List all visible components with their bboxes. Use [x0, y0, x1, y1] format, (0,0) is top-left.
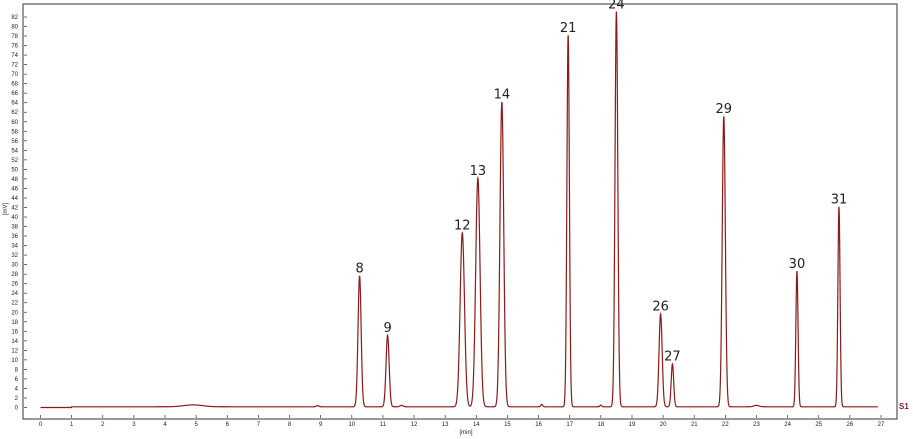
x-tick-label: 23 [753, 422, 760, 428]
y-tick-label: 16 [11, 329, 18, 335]
y-tick-label: 54 [11, 148, 18, 154]
y-tick-label: 40 [11, 215, 18, 221]
peak-label: 14 [494, 88, 511, 103]
y-axis-label: [mV] [3, 203, 9, 216]
x-tick-label: 25 [815, 422, 822, 428]
y-tick-label: 52 [11, 158, 18, 164]
y-tick-label: 58 [11, 129, 18, 135]
x-tick-label: 6 [226, 422, 230, 428]
y-tick-label: 6 [15, 377, 19, 383]
y-tick-label: 50 [11, 167, 18, 173]
y-tick-label: 18 [11, 320, 18, 326]
y-tick-label: 36 [11, 234, 18, 240]
x-tick-label: 12 [411, 422, 418, 428]
y-tick-label: 66 [11, 91, 18, 97]
y-tick-label: 2 [15, 396, 19, 402]
x-tick-label: 11 [380, 422, 387, 428]
y-tick-label: 26 [11, 282, 18, 288]
y-tick-label: 60 [11, 120, 18, 126]
y-tick-label: 62 [11, 110, 18, 116]
x-tick-label: 5 [194, 422, 198, 428]
y-tick-label: 22 [11, 301, 18, 307]
y-tick-label: 80 [11, 25, 18, 31]
peak-label: 9 [383, 321, 391, 336]
x-tick-label: 10 [348, 422, 355, 428]
x-tick-label: 17 [566, 422, 573, 428]
y-tick-label: 64 [11, 101, 18, 107]
y-tick-label: 72 [11, 63, 18, 69]
x-tick-label: 24 [784, 422, 791, 428]
y-tick-label: 12 [11, 348, 18, 354]
series-trace-s1 [40, 11, 878, 409]
x-tick-label: 7 [257, 422, 261, 428]
x-tick-label: 16 [535, 422, 542, 428]
y-tick-label: 76 [11, 44, 18, 50]
x-tick-label: 2 [101, 422, 105, 428]
plot-frame [22, 3, 898, 420]
y-tick-label: 42 [11, 205, 18, 211]
y-tick-label: 38 [11, 225, 18, 231]
x-tick-label: 18 [597, 422, 604, 428]
peak-label: 13 [470, 164, 487, 179]
x-tick-label: 9 [319, 422, 323, 428]
x-tick-label: 14 [473, 422, 480, 428]
x-tick-label: 26 [847, 422, 854, 428]
y-tick-label: 46 [11, 186, 18, 192]
series-label-s1: S1 [899, 402, 909, 411]
x-tick-label: 4 [163, 422, 167, 428]
y-tick-label: 32 [11, 253, 18, 259]
y-tick-label: 30 [11, 263, 18, 269]
y-tick-label: 78 [11, 34, 18, 40]
y-tick-label: 70 [11, 72, 18, 78]
peak-label: 29 [716, 102, 733, 117]
x-tick-label: 27 [878, 422, 885, 428]
y-tick-label: 24 [11, 291, 18, 297]
x-tick-label: 13 [442, 422, 449, 428]
x-axis-ticks: 0 1 2 3 4 5 6 7 8 9 10 11 12 13 14 15 16 17 18 19 20 21 22 23 24… [39, 415, 885, 428]
peak-label: 12 [454, 219, 471, 234]
y-tick-label: 56 [11, 139, 18, 145]
y-tick-label: 20 [11, 310, 18, 316]
x-tick-label: 1 [70, 422, 74, 428]
peak-label: 26 [652, 300, 669, 315]
y-tick-label: 44 [11, 196, 18, 202]
x-tick-label: 21 [691, 422, 698, 428]
x-tick-label: 19 [629, 422, 636, 428]
peak-labels: 8 9 12 13 14 21 24 26 27 29 30 31 [355, 0, 847, 365]
y-axis-ticks: 0246810121416182022242628303234363840424… [11, 15, 27, 412]
y-tick-label: 74 [11, 53, 18, 59]
y-tick-label: 28 [11, 272, 18, 278]
peak-label: 30 [789, 257, 806, 272]
y-tick-label: 0 [15, 406, 19, 412]
y-tick-label: 8 [15, 367, 19, 373]
x-axis-label: [min] [459, 430, 472, 436]
y-tick-label: 82 [11, 15, 18, 21]
x-tick-label: 15 [504, 422, 511, 428]
y-tick-label: 10 [11, 358, 18, 364]
y-tick-label: 48 [11, 177, 18, 183]
y-tick-label: 68 [11, 82, 18, 88]
x-tick-label: 3 [132, 422, 136, 428]
y-tick-label: 4 [15, 386, 19, 392]
x-tick-label: 8 [288, 422, 292, 428]
peak-label: 31 [831, 192, 848, 207]
x-tick-label: 22 [722, 422, 729, 428]
peak-label: 24 [608, 0, 625, 12]
y-tick-label: 34 [11, 244, 18, 250]
x-tick-label: 20 [660, 422, 667, 428]
peak-label: 27 [664, 350, 681, 365]
x-tick-label: 0 [39, 422, 43, 428]
peak-label: 21 [560, 21, 577, 36]
y-tick-label: 14 [11, 339, 18, 345]
peak-label: 8 [355, 262, 363, 277]
